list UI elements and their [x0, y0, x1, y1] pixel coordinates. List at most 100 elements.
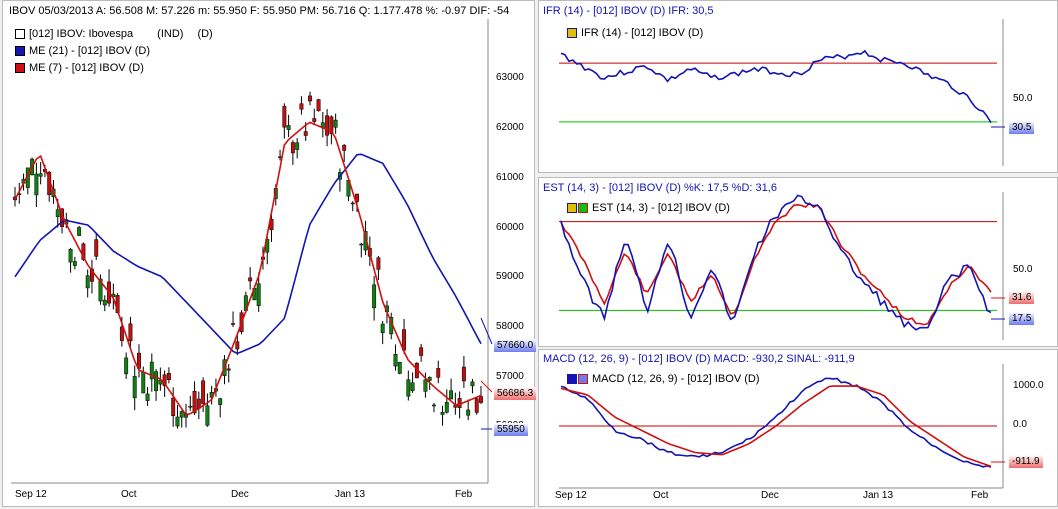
y-tick-60000: 60000: [496, 222, 524, 233]
candle-body: [308, 95, 312, 102]
est-panel[interactable]: EST (14, 3) - [012] IBOV (D) %K: 17,5 %D…: [538, 177, 1058, 347]
candle-body: [440, 412, 445, 415]
y-tick-59000: 59000: [496, 271, 524, 282]
ifr-legend-label: IFR (14) - [012] IBOV (D): [581, 27, 704, 39]
macd-y-tick-0: 0.0: [1013, 419, 1027, 430]
candle-body: [470, 381, 475, 387]
ma7-value-tag: 56686.3: [494, 387, 537, 400]
blue-square-icon: [15, 46, 25, 56]
candle-body: [316, 99, 321, 112]
candle-body: [128, 323, 133, 342]
candle-body: [282, 106, 287, 128]
candle-body: [427, 377, 432, 381]
x-tick-jan13: Jan 13: [335, 489, 366, 500]
macd-y-tick-1000: 1000.0: [1013, 380, 1044, 391]
candle-body: [325, 115, 330, 136]
est-y-tick-50: 50.0: [1013, 264, 1033, 275]
price-chart-svg: [11, 19, 493, 484]
candle-body: [436, 368, 441, 378]
est-k-line: [560, 194, 992, 331]
candle-body: [333, 119, 338, 128]
macd-header: MACD (12, 26, 9) - [012] IBOV (D) MACD: …: [543, 353, 855, 365]
candle-body: [372, 284, 377, 309]
candle-body: [312, 118, 317, 122]
sinal-line: [560, 385, 992, 468]
est-d-value-tag: 31.6: [1009, 291, 1035, 304]
candle-body: [94, 239, 99, 257]
candle-body: [90, 268, 94, 282]
candle-body: [393, 354, 398, 367]
ma21-value-tag: 57660.0: [494, 339, 537, 352]
est-header: EST (14, 3) - [012] IBOV (D) %K: 17,5 %D…: [543, 182, 777, 194]
candle-body: [55, 209, 60, 217]
ifr-line: [560, 49, 992, 124]
black-square-icon: [15, 29, 25, 39]
candle-body: [380, 323, 385, 334]
candle-body: [466, 409, 471, 416]
ma21-pointer: [480, 317, 493, 345]
macd-panel[interactable]: MACD (12, 26, 9) - [012] IBOV (D) MACD: …: [538, 349, 1058, 507]
candle-body: [38, 173, 43, 177]
ifr-y-tick-50: 50.0: [1013, 93, 1033, 104]
sinal-color-icon: [578, 374, 588, 384]
candle-body: [419, 347, 424, 356]
ifr-legend[interactable]: IFR (14) - [012] IBOV (D): [567, 27, 703, 39]
legend-ibov-label: [012] IBOV: Ibovespa: [29, 28, 134, 40]
ma7-pointer: [480, 380, 493, 393]
x-tick-sep12: Sep 12: [15, 489, 47, 500]
candle-body: [299, 103, 304, 110]
ifr-chart-svg: [559, 19, 1005, 166]
x-tick-feb: Feb: [455, 489, 473, 500]
candle-body: [149, 361, 154, 380]
macd-x-tick-sep12: Sep 12: [555, 490, 587, 501]
est-d-color-icon: [578, 203, 588, 213]
legend-me21[interactable]: ME (21) - [012] IBOV (D): [15, 45, 150, 57]
candle-body: [162, 374, 167, 387]
candle-body: [166, 373, 171, 381]
ifr-header: IFR (14) - [012] IBOV (D) IFR: 30,5: [543, 5, 714, 17]
ifr-panel[interactable]: IFR (14) - [012] IBOV (D) IFR: 30,5 IFR …: [538, 0, 1058, 173]
candle-body: [119, 326, 124, 341]
macd-color-icon: [567, 374, 577, 384]
legend-me7[interactable]: ME (7) - [012] IBOV (D): [15, 62, 144, 74]
ma7-line: [14, 121, 482, 416]
y-tick-58000: 58000: [496, 321, 524, 332]
x-tick-oct: Oct: [121, 489, 137, 500]
candle-body: [201, 380, 206, 404]
candle-body: [98, 278, 103, 302]
candle-body: [231, 323, 235, 325]
candle-body: [145, 393, 150, 401]
y-tick-57000: 57000: [496, 371, 524, 382]
macd-value-tag: -911.9: [1009, 455, 1043, 468]
est-legend[interactable]: EST (14, 3) - [012] IBOV (D): [567, 202, 730, 214]
candle-body: [350, 202, 355, 205]
macd-x-tick-oct: Oct: [653, 490, 669, 501]
candle-body: [444, 402, 449, 413]
candle-body: [77, 227, 82, 236]
candle-body: [376, 257, 381, 270]
candle-body: [218, 398, 223, 405]
candle-body: [449, 390, 454, 400]
legend-ibov[interactable]: [012] IBOV: Ibovespa (IND) (D): [15, 28, 213, 40]
est-legend-label: EST (14, 3) - [012] IBOV (D): [592, 202, 730, 214]
candle-body: [68, 249, 73, 263]
candle-body: [34, 173, 39, 196]
candle-body: [192, 391, 197, 414]
candle-body: [179, 411, 184, 418]
macd-x-tick-dec: Dec: [761, 490, 779, 501]
candle-body: [342, 144, 347, 151]
candle-body: [85, 275, 90, 289]
macd-legend-label: MACD (12, 26, 9) - [012] IBOV (D): [592, 373, 760, 385]
candle-body: [397, 361, 402, 374]
candle-body: [132, 376, 137, 399]
candle-body: [256, 283, 261, 306]
macd-legend[interactable]: MACD (12, 26, 9) - [012] IBOV (D): [567, 373, 760, 385]
candle-body: [124, 357, 129, 375]
candle-body: [102, 299, 107, 306]
candle-body: [235, 341, 240, 350]
price-chart-panel[interactable]: IBOV 05/03/2013 A: 56.508 M: 57.226 m: 5…: [2, 0, 537, 507]
candle-body: [141, 371, 146, 394]
candle-body: [329, 116, 334, 134]
ma21-line: [14, 153, 482, 355]
candle-body: [226, 368, 231, 371]
